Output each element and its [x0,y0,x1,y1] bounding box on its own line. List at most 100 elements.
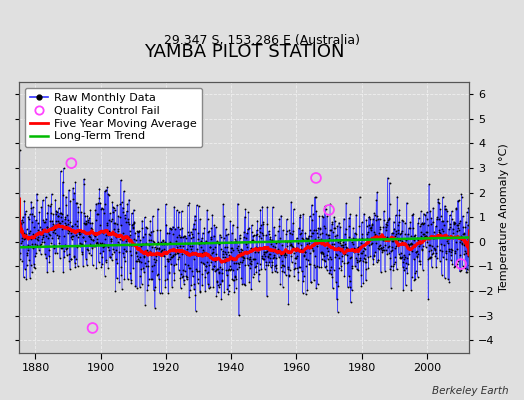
Point [403,254,411,261]
Point [333,252,341,258]
Point [224,231,232,238]
Point [356,257,364,263]
Point [319,257,328,264]
Point [77,209,85,216]
Point [190,286,198,292]
Point [80,176,88,182]
Point [345,214,353,221]
Point [169,253,178,259]
Point [211,250,220,257]
Point [444,236,453,242]
Point [169,230,177,237]
Point [70,253,79,260]
Point [225,267,234,273]
Point [108,199,117,205]
Point [134,233,142,239]
Point [124,216,132,222]
Point [108,216,116,222]
Point [152,240,161,247]
Point [42,224,51,230]
Point [280,249,289,256]
Point [254,249,263,256]
Point [312,227,320,233]
Point [47,209,55,216]
Point [41,232,50,239]
Point [445,226,453,232]
Point [29,231,38,237]
Point [100,210,108,216]
Point [304,244,313,251]
Point [76,240,84,246]
Point [94,241,103,247]
Point [231,236,239,242]
Point [285,272,293,278]
Point [410,243,419,249]
Point [260,256,268,262]
Point [38,226,46,232]
Point [190,220,198,227]
Point [103,220,111,226]
Point [31,217,40,224]
Point [114,213,123,219]
Point [311,194,320,200]
Point [48,224,56,231]
Point [152,246,160,252]
Point [252,232,260,238]
Point [463,241,471,248]
Point [464,221,472,228]
Point [80,210,89,216]
Point [357,272,365,279]
Point [355,222,364,229]
Point [409,243,417,250]
Point [355,194,364,200]
Point [212,224,220,230]
Point [126,232,135,239]
Point [286,230,294,236]
Point [76,201,84,208]
Point [279,252,288,258]
Point [233,224,242,230]
Point [410,276,419,283]
Point [423,216,431,222]
Point [224,291,233,297]
Point [238,258,246,265]
Point [384,175,392,181]
Point [309,230,317,236]
Point [324,248,333,254]
Point [72,256,80,262]
Point [37,241,45,247]
Point [311,236,319,242]
Point [29,204,37,210]
Point [439,194,447,200]
Point [262,232,270,238]
Point [283,243,291,249]
Point [429,205,438,211]
Point [374,257,383,264]
Point [195,288,204,294]
Point [189,273,197,280]
Point [122,219,130,226]
Point [321,225,330,231]
Point [34,227,42,233]
Point [305,261,313,267]
Point [310,264,319,270]
Point [119,188,128,194]
Point [446,257,455,264]
Point [261,249,269,255]
Point [314,234,322,240]
Point [87,225,95,231]
Point [230,247,238,253]
Point [303,287,312,294]
Point [394,237,402,243]
Point [244,209,253,215]
Point [438,218,446,224]
Point [370,210,378,216]
Point [212,267,220,274]
Point [177,234,185,240]
Point [61,246,70,252]
Point [447,248,455,255]
Point [421,229,430,236]
Point [372,217,380,224]
Point [330,225,339,232]
Point [436,213,445,219]
